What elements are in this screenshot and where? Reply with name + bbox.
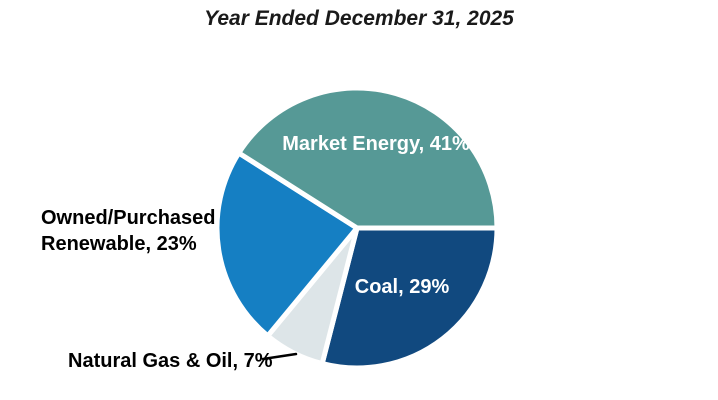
pie-slice-coal bbox=[319, 225, 500, 371]
slice-label-natural-gas-oil: Natural Gas & Oil, 7% bbox=[68, 350, 273, 372]
slice-label-market-energy: Market Energy, 41% bbox=[282, 133, 470, 155]
leader-line-natural-gas-oil bbox=[261, 352, 298, 361]
pie-slices bbox=[214, 85, 500, 371]
slice-label-owned-purchased-renewable: Owned/Purchased Renewable, 23% bbox=[41, 207, 216, 255]
slice-label-coal: Coal, 29% bbox=[354, 276, 450, 298]
pie-slice-market-energy bbox=[235, 85, 500, 231]
chart-title: Year Ended December 31, 2025 bbox=[204, 7, 514, 30]
pie-slice-owned-purchased-renewable bbox=[214, 149, 361, 340]
